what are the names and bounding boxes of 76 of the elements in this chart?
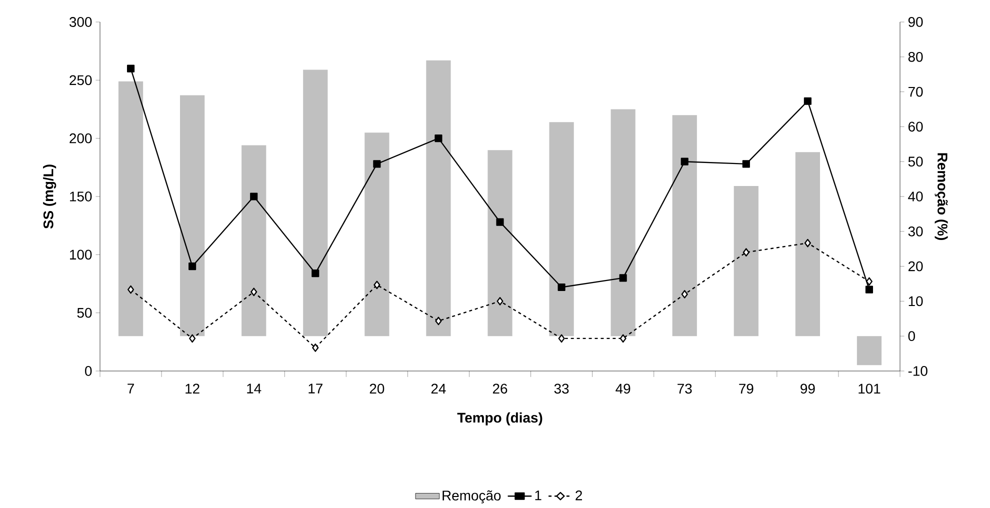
point xyxy=(127,285,134,294)
y2-tick-label: 70 xyxy=(908,86,923,97)
bar xyxy=(610,109,636,336)
y2-axis-title: Remoção (%) xyxy=(934,153,948,240)
point xyxy=(496,218,504,226)
y2-tick-label: 30 xyxy=(908,226,923,236)
point xyxy=(742,248,750,257)
x-tick-label: 12 xyxy=(186,384,200,394)
x-tick-label: 79 xyxy=(739,384,754,394)
y-tick-label: 50 xyxy=(77,308,92,318)
legend-label: 2 xyxy=(576,490,582,500)
point xyxy=(189,334,196,343)
x-tick-label: 99 xyxy=(800,384,815,394)
x-tick-label: 26 xyxy=(492,384,508,394)
bar xyxy=(426,60,451,336)
y-axis-title: SS (mg/L) xyxy=(43,164,56,229)
bar xyxy=(856,336,882,366)
x-axis-title: Tempo (dias) xyxy=(457,412,542,426)
y-tick-label: 250 xyxy=(70,75,92,86)
x-tick-label: 73 xyxy=(678,384,692,394)
x-tick-label: 17 xyxy=(308,384,322,394)
y2-tick-label: 20 xyxy=(908,261,923,272)
point xyxy=(373,160,381,168)
bar xyxy=(672,115,697,336)
y2-tick-label: -10 xyxy=(908,366,928,376)
y2-tick-label: 50 xyxy=(908,156,923,167)
y-tick-label: 100 xyxy=(70,250,92,260)
point xyxy=(804,97,812,105)
x-tick-label: 101 xyxy=(858,384,880,394)
x-tick-label: 7 xyxy=(128,384,134,394)
y-tick-label: 150 xyxy=(70,192,92,202)
x-tick-label: 20 xyxy=(370,384,384,394)
y-tick-label: 0 xyxy=(85,366,92,376)
point xyxy=(126,64,135,72)
point xyxy=(434,134,442,142)
point xyxy=(681,290,688,298)
y-tick-label: 300 xyxy=(69,17,92,27)
point xyxy=(188,262,196,270)
point xyxy=(680,158,688,166)
y2-tick-label: 60 xyxy=(908,122,923,132)
bar xyxy=(303,70,328,336)
y2-tick-label: 0 xyxy=(908,331,915,342)
point xyxy=(312,269,320,278)
point xyxy=(620,334,626,343)
bar xyxy=(734,186,758,336)
bar xyxy=(180,95,205,336)
point xyxy=(742,160,750,168)
point xyxy=(250,288,258,296)
legend-label: Remoção xyxy=(442,490,501,504)
point xyxy=(558,334,565,343)
bar xyxy=(364,132,390,336)
y2-tick-label: 10 xyxy=(908,296,923,306)
y-tick-label: 200 xyxy=(70,133,92,144)
y2-tick-label: 80 xyxy=(908,52,923,62)
point xyxy=(865,286,874,294)
y2-tick-label: 90 xyxy=(908,17,923,27)
point xyxy=(312,344,319,352)
x-tick-label: 33 xyxy=(554,384,569,394)
x-tick-label: 14 xyxy=(247,384,262,394)
x-tick-label: 49 xyxy=(616,384,630,394)
bar xyxy=(118,81,144,336)
point xyxy=(374,280,380,290)
point xyxy=(804,238,811,248)
point xyxy=(558,283,566,292)
point xyxy=(250,192,258,200)
x-tick-label: 24 xyxy=(431,384,446,394)
y2-tick-label: 40 xyxy=(908,192,923,202)
legend-label: 1 xyxy=(535,490,542,500)
bar xyxy=(242,145,266,336)
point xyxy=(619,274,627,282)
bar xyxy=(488,150,512,336)
bar xyxy=(549,122,574,336)
bar xyxy=(795,152,820,336)
point xyxy=(496,297,504,306)
point xyxy=(866,277,873,286)
point xyxy=(435,316,442,326)
